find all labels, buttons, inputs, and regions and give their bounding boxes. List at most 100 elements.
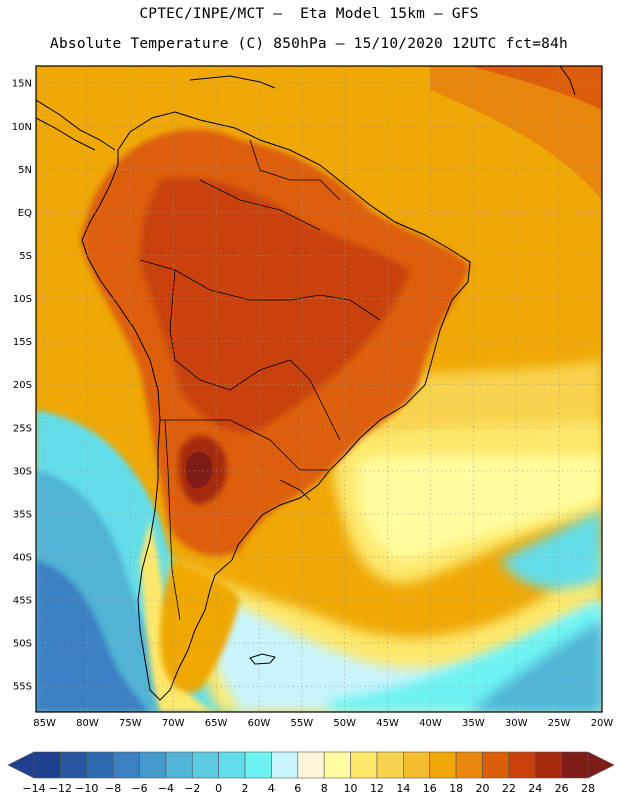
longitude-label: 75W <box>119 718 142 729</box>
land-hottest-spot <box>186 451 213 489</box>
border-chile-argentina <box>164 419 181 621</box>
colorbar-box <box>244 751 272 779</box>
colorbar-label: 14 <box>396 782 410 795</box>
colorbar-label: 4 <box>268 782 275 795</box>
map-title-line2: Absolute Temperature (C) 850hPa – 15/10/… <box>50 36 568 52</box>
longitude-label: 25W <box>548 718 571 729</box>
colorbar-box <box>191 751 219 779</box>
lesser-antilles <box>559 66 576 96</box>
colorbar-box <box>455 751 483 779</box>
colorbar-box <box>112 751 140 779</box>
colorbar-label: −14 <box>22 782 45 795</box>
south-america-coastline <box>81 111 471 701</box>
latitude-label: 45S <box>13 596 32 607</box>
colorbar-box <box>534 751 562 779</box>
falkland-islands <box>249 653 276 665</box>
colorbar-label: 26 <box>555 782 569 795</box>
colorbar-label: 18 <box>449 782 463 795</box>
border-peru-bolivia <box>169 269 231 391</box>
latitude-label: 15S <box>13 337 32 348</box>
latitude-label: 20S <box>13 380 32 391</box>
colorbar-box <box>429 751 457 779</box>
caribbean-islands <box>189 75 276 89</box>
latitude-label: 5N <box>18 165 32 176</box>
ocean-hot-northeast <box>470 66 602 110</box>
central-america-coastline <box>36 99 116 151</box>
map-frame <box>35 65 603 713</box>
ocean-coldest-southwest <box>36 560 150 712</box>
colorbar-box <box>86 751 114 779</box>
latitude-label: 30S <box>13 466 32 477</box>
latitude-label: 5S <box>19 251 32 262</box>
colorbar-label: −4 <box>158 782 174 795</box>
colorbar-label: 10 <box>344 782 358 795</box>
latitude-label: 35S <box>13 509 32 520</box>
longitude-label: 60W <box>248 718 271 729</box>
colorbar-label: 2 <box>242 782 249 795</box>
andes-cool-strip <box>140 520 215 712</box>
central-america-coastline-south <box>36 117 96 151</box>
border-venezuela-brazil <box>199 179 321 231</box>
ocean-mid-atlantic-cyan <box>500 510 602 589</box>
colorbar-box <box>403 751 431 779</box>
colorbar-box <box>350 751 378 779</box>
colorbar-label: 16 <box>423 782 437 795</box>
latitude-label: EQ <box>18 208 32 219</box>
colorbar-labels: −14 −12 −10 −8 −6 −4 −2 0 2 4 6 8 10 12 14 16 18 20 22 24 26… <box>22 782 595 795</box>
latitude-label: 10N <box>12 122 32 133</box>
colorbar-box <box>323 751 351 779</box>
longitude-label: 70W <box>162 718 185 729</box>
colorbar-box <box>271 751 299 779</box>
land-hot-core <box>140 177 410 433</box>
colorbar: −14 −12 −10 −8 −6 −4 −2 0 2 4 6 8 10 12 14 16 18 20 22 24 26… <box>7 751 615 795</box>
longitude-label: 20W <box>591 718 614 729</box>
colorbar-box <box>33 751 61 779</box>
colorbar-box <box>561 751 589 779</box>
colorbar-box <box>165 751 193 779</box>
colorbar-label: 28 <box>581 782 595 795</box>
colorbar-box <box>218 751 246 779</box>
colorbar-over-arrow <box>587 751 615 779</box>
colorbar-label: 20 <box>475 782 489 795</box>
colorbar-label: 8 <box>321 782 328 795</box>
colorbar-label: −2 <box>184 782 200 795</box>
longitude-label: 30W <box>505 718 528 729</box>
latitude-label: 15N <box>12 79 32 90</box>
ocean-south-atlantic-blue <box>470 620 602 712</box>
longitude-label: 40W <box>419 718 442 729</box>
border-paraguay <box>229 359 341 441</box>
ocean-warm-northeast <box>430 66 602 200</box>
latitude-label: 50S <box>13 639 32 650</box>
border-uruguay <box>279 479 311 501</box>
colorbar-box <box>482 751 510 779</box>
colorbar-boxes <box>7 751 615 779</box>
longitude-label: 85W <box>33 718 56 729</box>
map-title-line1: CPTEC/INPE/MCT – Eta Model 15km – GFS <box>139 6 479 22</box>
longitude-labels: 85W 80W 75W 70W 65W 60W 55W 50W 45W 40W 35W 30W 25W 2… <box>33 718 613 729</box>
longitude-label: 35W <box>462 718 485 729</box>
colorbar-label: 0 <box>215 782 222 795</box>
colorbar-label: −8 <box>105 782 121 795</box>
longitude-label: 80W <box>76 718 99 729</box>
colorbar-box <box>60 751 88 779</box>
longitude-label: 45W <box>376 718 399 729</box>
patagonia-field <box>160 560 240 693</box>
colorbar-label: 12 <box>370 782 384 795</box>
longitude-label: 55W <box>291 718 314 729</box>
border-argentina-north <box>160 419 330 471</box>
colorbar-label: −6 <box>131 782 147 795</box>
colorbar-label: −10 <box>75 782 98 795</box>
colorbar-under-arrow <box>7 751 35 779</box>
colorbar-box <box>376 751 404 779</box>
colorbar-box <box>508 751 536 779</box>
colorbar-label: 22 <box>502 782 516 795</box>
colorbar-label: 6 <box>294 782 301 795</box>
colorbar-label: 24 <box>528 782 542 795</box>
border-guianas <box>249 139 341 201</box>
latitude-label: 25S <box>13 423 32 434</box>
longitude-label: 50W <box>333 718 356 729</box>
longitude-label: 65W <box>205 718 228 729</box>
latitude-label: 40S <box>13 552 32 563</box>
latitude-label: 10S <box>13 294 32 305</box>
